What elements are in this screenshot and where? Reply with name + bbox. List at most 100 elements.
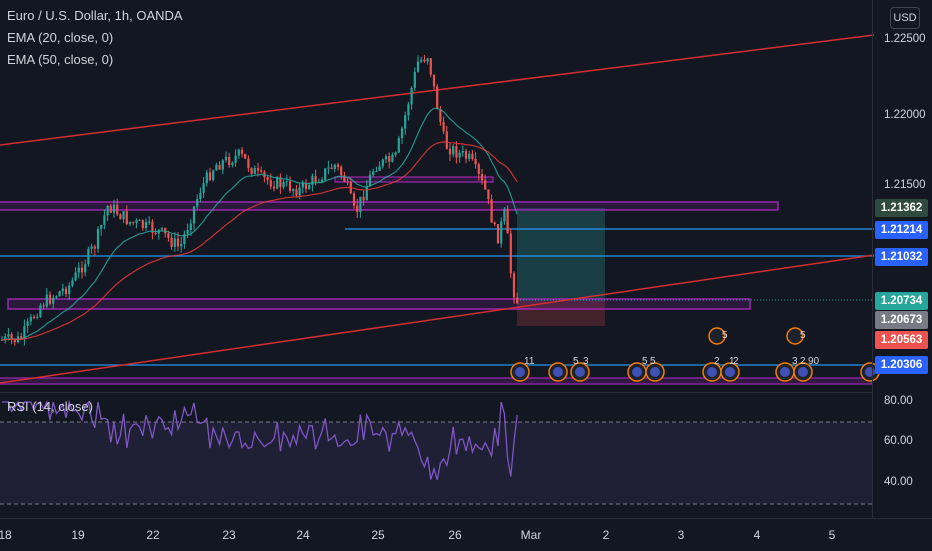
candle-body — [448, 148, 452, 155]
candle-body — [160, 227, 164, 230]
candle-body — [336, 164, 340, 167]
support-zone — [7, 298, 751, 310]
candle-body — [400, 128, 404, 139]
candle-body — [362, 196, 365, 201]
rsi-line — [2, 399, 518, 480]
candle-body — [420, 59, 423, 62]
candle-body — [212, 170, 215, 181]
currency-button[interactable]: USD — [890, 7, 920, 29]
price-label-3: 1.21032 — [875, 248, 928, 266]
candle-body — [141, 220, 144, 229]
candle-body — [0, 339, 4, 341]
ema20-legend[interactable]: EMA (20, close, 0) — [7, 30, 114, 45]
candle-body — [68, 285, 71, 295]
candle-body — [84, 264, 87, 273]
lower-channel-line — [0, 254, 875, 384]
candle-body — [170, 237, 173, 247]
candle-body — [343, 175, 346, 182]
time-tick: 18 — [0, 528, 12, 542]
candle-body — [461, 151, 464, 153]
price-label-5: 1.20673 — [875, 311, 928, 329]
price-label-6: 1.20563 — [875, 331, 928, 349]
candle-body — [314, 176, 317, 183]
candle-body — [205, 172, 208, 184]
time-tick: 24 — [296, 528, 310, 542]
mid-zone — [334, 176, 494, 183]
candle-body — [77, 267, 80, 273]
candle-body — [298, 187, 301, 196]
time-tick: 25 — [371, 528, 385, 542]
candle-body — [490, 199, 493, 223]
candle-body — [61, 288, 64, 292]
candle-body — [346, 181, 349, 183]
candle-body — [407, 104, 410, 116]
candle-body — [458, 152, 461, 158]
candle-body — [237, 149, 240, 156]
candle-body — [301, 182, 304, 188]
candle-body — [234, 155, 237, 163]
candle-body — [42, 305, 45, 307]
rsi-legend[interactable]: RSI (14, close) — [7, 399, 93, 414]
candle-body — [45, 294, 48, 307]
candle-body — [394, 152, 397, 155]
candle-body — [471, 153, 474, 160]
candle-body — [404, 115, 407, 129]
candle-body — [244, 153, 247, 159]
time-tick: 4 — [753, 528, 761, 542]
candle-body — [311, 176, 314, 185]
price-tick: 1.21500 — [884, 179, 926, 191]
candle-body — [125, 211, 128, 225]
candle-body — [167, 233, 170, 238]
rsi-band — [0, 422, 872, 504]
candle-body — [272, 186, 276, 189]
candle-body — [266, 177, 269, 181]
bottom-zone — [0, 377, 873, 385]
candle-body — [52, 297, 55, 304]
event-count: 3 — [583, 356, 589, 367]
candle-body — [324, 168, 327, 180]
candle-body — [285, 181, 288, 183]
time-axis[interactable]: 18 19 22 23 24 25 26 Mar 2 3 4 5 — [0, 518, 932, 551]
candle-body — [484, 180, 487, 190]
candle-body — [423, 59, 426, 62]
candle-body — [116, 204, 119, 215]
candle-body — [368, 174, 372, 187]
candle-body — [199, 192, 202, 199]
candle-body — [64, 288, 68, 295]
candle-body — [144, 221, 148, 229]
candle-body — [71, 280, 74, 286]
event-count: 5 — [573, 356, 579, 367]
candle-body — [132, 221, 135, 223]
candle-body — [416, 61, 420, 72]
resistance-zone — [0, 201, 779, 211]
event-count: 3 — [792, 356, 798, 367]
candle-body — [295, 189, 298, 196]
candle-body — [13, 338, 16, 343]
candle-body — [119, 214, 122, 220]
candle-body — [196, 198, 199, 207]
candle-body — [464, 151, 468, 159]
pane-separator[interactable] — [0, 392, 872, 393]
candle-body — [154, 232, 157, 234]
candle-body — [192, 206, 196, 224]
event-marker-icon — [708, 327, 726, 345]
time-tick: 26 — [448, 528, 462, 542]
candle-body — [327, 167, 330, 169]
candle-body — [7, 334, 10, 337]
candle-body — [304, 182, 308, 190]
candle-body — [477, 164, 480, 175]
candle-body — [288, 181, 292, 192]
candle-body — [74, 272, 77, 281]
candle-body — [250, 168, 253, 174]
ema50-legend[interactable]: EMA (50, close, 0) — [7, 52, 114, 67]
event-marker-dot — [725, 367, 735, 377]
candle-body — [455, 146, 458, 158]
symbol-legend[interactable]: Euro / U.S. Dollar, 1h, OANDA — [7, 8, 183, 23]
candle-body — [506, 208, 509, 234]
candle-body — [372, 171, 375, 175]
candle-body — [218, 164, 221, 170]
rsi-pane[interactable] — [0, 392, 932, 518]
candle-body — [468, 153, 471, 159]
candle-body — [356, 205, 359, 212]
